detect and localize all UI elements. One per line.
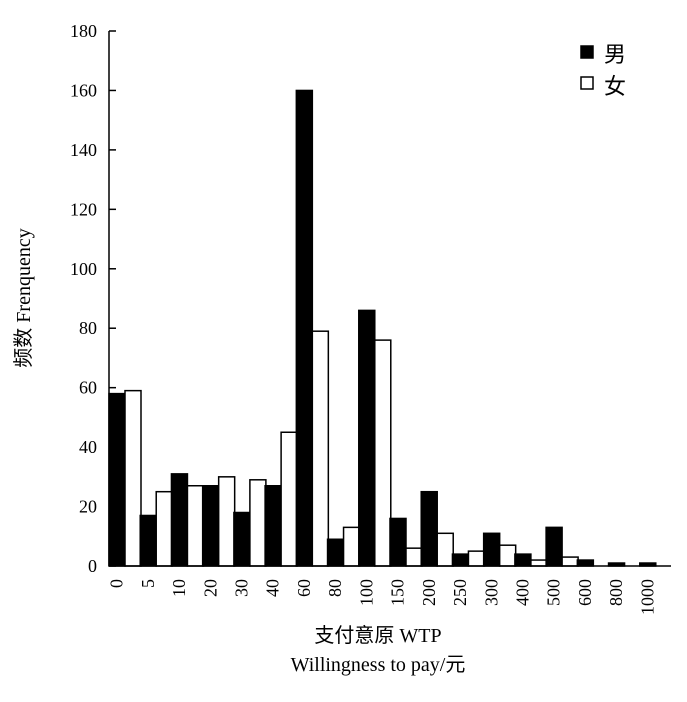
bar-series-1-20 (217, 476, 236, 567)
x-tick-label: 400 (513, 579, 533, 606)
bar-series-1-10 (186, 485, 205, 567)
bar-series-0-250 (451, 553, 470, 567)
x-ticks: 0 5 10 20 30 40 60 80 100 150 200 250 300 400 500 600 80… (107, 579, 658, 615)
bar-series-0-80 (326, 538, 345, 567)
bar-series-0-300 (482, 532, 501, 567)
x-tick-label: 40 (263, 579, 283, 597)
bar-series-1-40 (280, 431, 298, 567)
bar-series-0-40 (264, 485, 282, 567)
y-tick-label: 160 (70, 80, 97, 100)
bar-series-0-30 (233, 511, 251, 567)
bar-series-0-150 (389, 517, 407, 567)
y-ticks: 0 20 40 60 80 100 120 140 160 180 (70, 21, 116, 576)
bar-series-1-0 (124, 389, 142, 567)
axes-layer (108, 31, 671, 567)
x-axis-title: 支付意原 WTP (314, 624, 441, 647)
legend-label-female: 女 (604, 74, 626, 99)
bar-series-0-60 (295, 89, 314, 567)
legend-swatch-male (580, 45, 594, 59)
x-tick-label: 0 (107, 579, 127, 588)
x-tick-label: 5 (138, 579, 158, 588)
bar-series-0-5 (139, 514, 157, 567)
x-tick-label: 600 (575, 579, 595, 606)
bar-series-1-500 (561, 556, 579, 567)
bar-series-1-80 (342, 526, 361, 567)
bar-series-1-60 (311, 330, 330, 567)
x-tick-label: 300 (481, 579, 501, 606)
bar-series-0-500 (545, 526, 563, 567)
x-tick-label: 1000 (637, 579, 657, 615)
legend: 男 女 (580, 42, 626, 99)
bar-series-0-0 (108, 392, 126, 567)
bar-series-1-5 (155, 490, 173, 567)
bar-series-1-100 (374, 339, 392, 567)
x-tick-label: 800 (606, 579, 626, 606)
y-tick-label: 80 (79, 318, 97, 338)
x-axis-subtitle: Willingness to pay/元 (291, 654, 466, 676)
bar-series-0-20 (201, 485, 220, 567)
y-tick-label: 20 (79, 497, 97, 517)
y-tick-label: 120 (70, 199, 97, 219)
x-tick-label: 60 (294, 579, 314, 597)
bar-series-0-400 (514, 553, 532, 567)
y-tick-label: 60 (79, 378, 97, 398)
bar-series-0-200 (420, 490, 438, 567)
legend-label-male: 男 (604, 42, 626, 67)
bar-series-1-400 (530, 559, 548, 567)
bar-series-1-30 (249, 479, 267, 567)
y-axis-title: 频数 Frenquency (12, 228, 35, 367)
x-tick-label: 100 (356, 579, 376, 606)
bar-series-0-600 (576, 559, 595, 567)
x-tick-label: 80 (325, 579, 345, 597)
bar-series-0-10 (170, 473, 189, 567)
bar-series-1-300 (498, 544, 517, 567)
bars-layer (108, 89, 657, 567)
bar-series-1-150 (405, 547, 423, 567)
y-tick-label: 40 (79, 437, 97, 457)
x-tick-label: 150 (388, 579, 408, 606)
bar-series-0-100 (358, 309, 376, 567)
x-tick-label: 20 (200, 579, 220, 597)
y-tick-label: 180 (70, 21, 97, 41)
bar-series-1-200 (436, 532, 454, 567)
legend-swatch-female (580, 76, 594, 90)
x-tick-label: 250 (450, 579, 470, 606)
x-tick-label: 30 (232, 579, 252, 597)
x-tick-label: 10 (169, 579, 189, 597)
x-tick-label: 500 (544, 579, 564, 606)
bar-series-1-250 (467, 550, 486, 567)
x-tick-label: 200 (419, 579, 439, 606)
y-tick-label: 0 (88, 556, 97, 576)
y-tick-label: 100 (70, 259, 97, 279)
y-tick-label: 140 (70, 140, 97, 160)
